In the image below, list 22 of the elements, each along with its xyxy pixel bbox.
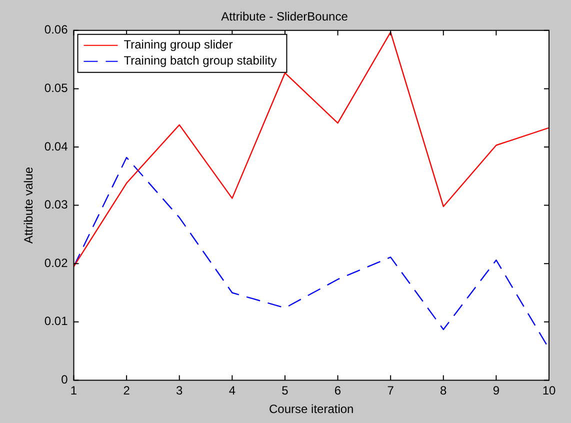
chart-title: Attribute - SliderBounce xyxy=(221,10,348,24)
legend-label: Training batch group stability xyxy=(124,54,277,68)
y-axis-title: Attribute value xyxy=(22,166,36,244)
legend-label: Training group slider xyxy=(124,38,233,52)
x-tick-label: 2 xyxy=(123,384,130,398)
x-tick-label: 1 xyxy=(70,384,78,398)
y-tick-label: 0.01 xyxy=(44,314,68,328)
x-tick-label: 4 xyxy=(228,384,236,398)
y-tick-label: 0.06 xyxy=(44,22,68,37)
y-tick-label: 0 xyxy=(61,372,68,387)
x-tick-label: 6 xyxy=(334,384,342,398)
x-tick-label: 10 xyxy=(542,384,556,398)
y-tick-label: 0.03 xyxy=(44,198,68,212)
y-tick-label: 0.02 xyxy=(44,256,68,270)
x-tick-label: 8 xyxy=(440,384,448,398)
x-tick-label: 7 xyxy=(387,384,394,398)
x-tick-label: 5 xyxy=(282,384,289,398)
x-tick-label: 9 xyxy=(492,384,500,398)
y-tick-label: 0.04 xyxy=(44,139,68,154)
y-tick-label: 0.05 xyxy=(44,81,68,96)
x-tick-label: 3 xyxy=(176,384,184,398)
x-axis-title: Course iteration xyxy=(269,402,354,416)
